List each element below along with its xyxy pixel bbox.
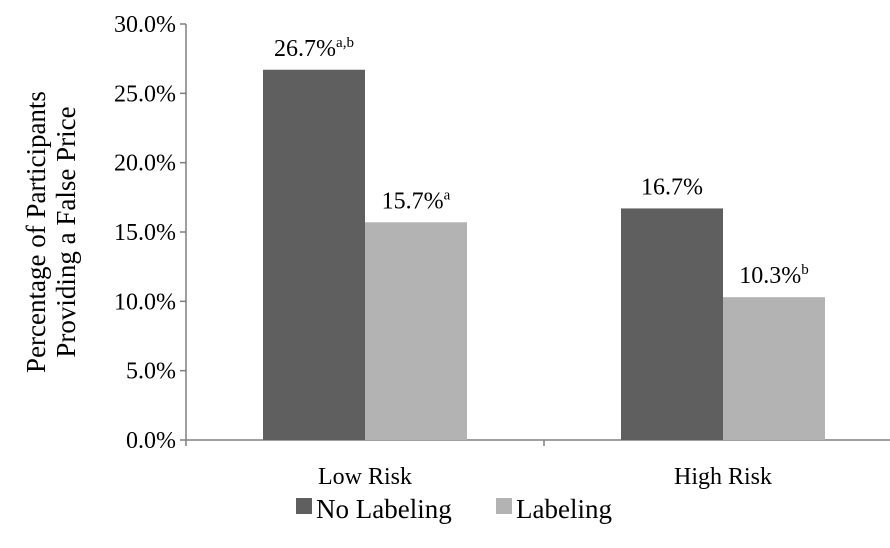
legend: No Labeling Labeling [296,494,612,524]
data-label: 10.3%b [739,262,809,289]
bar-no-labeling-low-risk [263,69,365,440]
y-tick-label: 0.0% [126,428,176,454]
bars [263,69,825,440]
y-axis-title-line-2: Providing a False Price [51,106,81,357]
legend-label: No Labeling [316,494,452,524]
bar-labeling-low-risk [365,222,467,440]
data-label: 15.7%a [382,187,451,214]
x-axis-labels: Low Risk High Risk [318,464,772,490]
y-tick-label: 15.0% [114,220,176,246]
data-label-superscript: b [801,262,809,278]
bar-labeling-high-risk [723,297,825,440]
x-axis-ticks [185,440,545,446]
y-tick-label: 5.0% [126,359,176,385]
data-label-superscript: a,b [336,35,354,51]
legend-swatch [496,498,512,514]
data-label: 26.7%a,b [274,35,354,62]
y-tick-label: 25.0% [114,81,176,107]
data-label: 16.7% [641,174,703,200]
y-axis-title-line-1: Percentage of Participants [21,91,51,373]
y-axis-title: Percentage of Participants Providing a F… [21,91,81,373]
data-label-superscript: a [444,187,451,203]
y-tick-label: 20.0% [114,151,176,177]
y-axis-ticks: 0.0% 5.0% 10.0% 15.0% 20.0% 25.0% 30.0% [114,12,186,454]
bar-no-labeling-high-risk [621,208,723,440]
y-tick-label: 10.0% [114,289,176,315]
legend-label: Labeling [516,494,612,524]
y-tick-label: 30.0% [114,12,176,38]
x-category-label: High Risk [674,464,772,490]
legend-swatch [296,498,312,514]
x-category-label: Low Risk [318,464,412,490]
data-labels: 26.7%a,b 15.7%a 16.7% 10.3%b [274,35,809,289]
